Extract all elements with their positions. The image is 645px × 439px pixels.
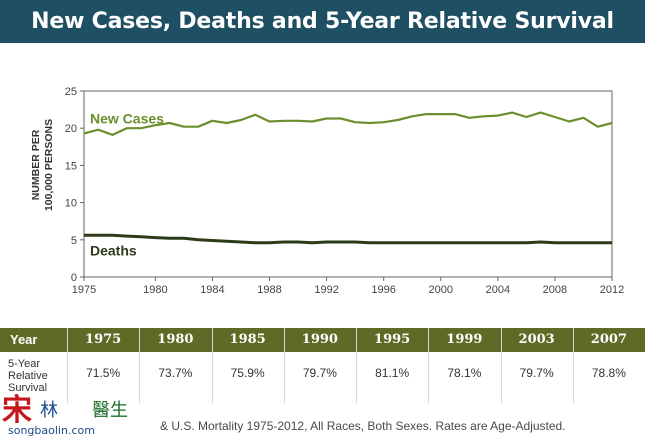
x-tick-label: 1992 xyxy=(314,284,338,296)
svg-text:songbaolin.com: songbaolin.com xyxy=(8,424,95,437)
x-tick-label: 2004 xyxy=(486,284,510,296)
watermark-logo: 宋 林 醫生 songbaolin.com xyxy=(2,393,128,437)
table-cell-1999: 78.1% xyxy=(447,366,482,380)
table-cell-1990: 79.7% xyxy=(302,366,337,380)
y-axis-label: NUMBER PER 100,000 PERSONS xyxy=(30,118,55,212)
table-header-2007: 2007 xyxy=(590,332,627,347)
table-header-row xyxy=(0,328,645,352)
series-line-new-cases xyxy=(83,111,613,137)
line-chart: 0 5 10 15 20 25 1975 1980 1984 1988 1992 1996 2000 20… xyxy=(65,86,624,296)
y-axis-label-wrap: NUMBER PER 100,000 PERSONS xyxy=(18,96,68,242)
x-tick-label: 2000 xyxy=(429,284,453,296)
table-cell-1980: 73.7% xyxy=(158,366,193,380)
table-cell-2007: 78.8% xyxy=(591,366,626,380)
svg-text:醫生: 醫生 xyxy=(92,400,128,421)
x-tick-label: 1996 xyxy=(371,284,395,296)
chart-area: 0 5 10 15 20 25 1975 1980 1984 1988 1992 1996 2000 20… xyxy=(0,43,645,325)
svg-text:林: 林 xyxy=(40,400,58,421)
table-header-2003: 2003 xyxy=(518,332,555,347)
footer: & U.S. Mortality 1975-2012, All Races, B… xyxy=(0,414,645,436)
table-row-label: 5-Year Relative Survival xyxy=(8,358,48,394)
y-tick-label: 0 xyxy=(71,272,77,284)
table-header-1985: 1985 xyxy=(229,332,266,347)
table-header-1995: 1995 xyxy=(374,332,411,347)
series-label-new-cases: New Cases xyxy=(90,110,164,126)
table-column-divider xyxy=(139,328,141,403)
page-title: New Cases, Deaths and 5-Year Relative Su… xyxy=(31,9,614,34)
y-tick-label: 25 xyxy=(65,86,77,98)
x-tick-label: 1984 xyxy=(200,284,224,296)
plot-frame xyxy=(83,90,613,278)
table-column-divider xyxy=(356,328,357,403)
table-column-divider xyxy=(428,328,430,403)
table-column-divider xyxy=(211,328,213,403)
series-line-deaths xyxy=(84,233,612,245)
table-header-year: Year xyxy=(10,332,38,347)
table-header-1999: 1999 xyxy=(446,332,483,347)
source-footnote: & U.S. Mortality 1975-2012, All Races, B… xyxy=(160,419,566,433)
x-tick-label: 1980 xyxy=(143,284,167,296)
table-cell-2003: 79.7% xyxy=(519,366,554,380)
table-column-divider xyxy=(572,328,574,403)
table-cell-1995: 81.1% xyxy=(375,366,410,380)
table-column-divider xyxy=(67,328,68,403)
table-cell-1975: 71.5% xyxy=(86,366,121,380)
x-tick-label: 2012 xyxy=(600,284,624,296)
series-label-deaths: Deaths xyxy=(90,242,137,258)
y-tick-label: 20 xyxy=(65,123,77,135)
survival-table: Year 1975 71.5% 1980 73.7% 1985 75.9% 1990 79.7… xyxy=(0,328,645,403)
table-header-1980: 1980 xyxy=(157,332,194,347)
svg-text:宋: 宋 xyxy=(2,393,32,428)
table-column-divider xyxy=(500,328,502,403)
x-tick-label: 1975 xyxy=(72,284,96,296)
table-column-divider xyxy=(283,328,285,403)
table-cell-1985: 75.9% xyxy=(230,366,265,380)
table-header-1990: 1990 xyxy=(301,332,338,347)
table-header-1975: 1975 xyxy=(85,332,122,347)
y-tick-label: 5 xyxy=(71,235,77,247)
y-tick-label: 10 xyxy=(65,198,77,210)
title-bar xyxy=(0,0,645,43)
x-tick-label: 2008 xyxy=(543,284,567,296)
y-tick-label: 15 xyxy=(65,160,77,172)
x-tick-label: 1988 xyxy=(257,284,281,296)
